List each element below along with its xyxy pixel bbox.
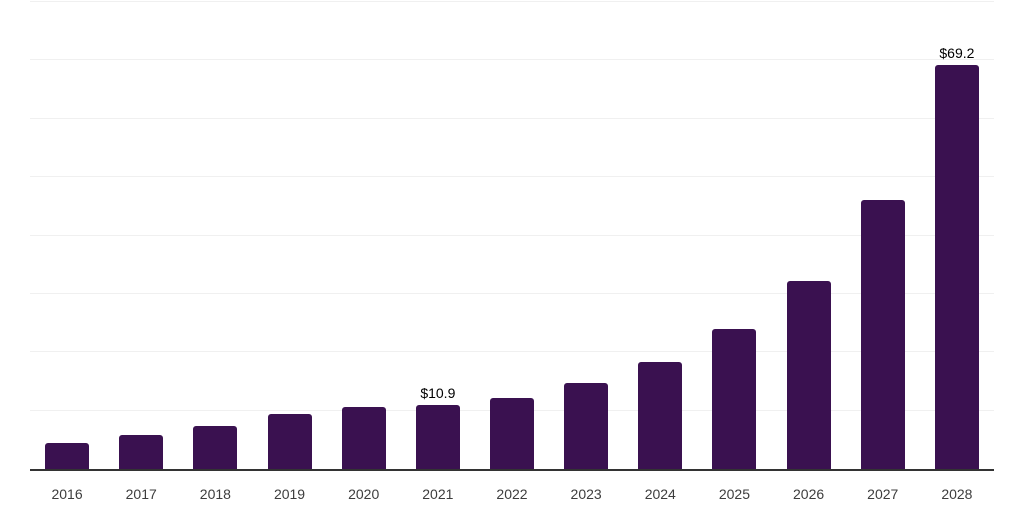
gridline-40 (30, 234, 994, 236)
x-axis-labels: 2016 2017 2018 2019 2020 2021 2022 2023 2024 2025… (30, 486, 994, 504)
x-tick-2027: 2027 (867, 486, 899, 502)
x-tick-2021: 2021 (422, 486, 454, 502)
x-tick-2023: 2023 (570, 486, 602, 502)
x-tick-2025: 2025 (718, 486, 751, 502)
gridline-30 (30, 292, 994, 294)
bar-2024 (638, 362, 683, 469)
bar-2020 (341, 406, 386, 469)
bar-2016 (45, 442, 90, 469)
gridline-20 (30, 351, 994, 353)
x-tick-2016: 2016 (51, 486, 83, 502)
data-label-2021: $10.9 (420, 385, 456, 402)
gridline-70 (30, 59, 994, 61)
x-tick-2017: 2017 (125, 486, 157, 502)
x-tick-2022: 2022 (496, 486, 528, 502)
bar-2018 (193, 425, 238, 469)
x-tick-2024: 2024 (644, 486, 676, 502)
bar-2022 (490, 397, 534, 469)
bar-2028 (934, 65, 979, 469)
bar-2027 (860, 200, 905, 469)
x-tick-2020: 2020 (348, 486, 380, 502)
bar-2023 (564, 382, 609, 469)
x-tick-2018: 2018 (199, 486, 231, 502)
gridline-60 (30, 117, 994, 119)
bar-2019 (267, 413, 312, 469)
gridline-80 (30, 1, 994, 2)
gridline-50 (30, 176, 994, 178)
x-tick-2026: 2026 (793, 486, 825, 502)
bar-2017 (119, 435, 164, 469)
x-tick-2028: 2028 (941, 486, 973, 502)
bar-2025 (712, 329, 757, 469)
x-tick-2019: 2019 (273, 486, 306, 502)
bar-2026 (786, 281, 831, 469)
bar-2021 (415, 405, 460, 469)
data-label-2028: $69.2 (939, 45, 975, 62)
plot-area: $10.9 $69.2 (30, 1, 994, 471)
